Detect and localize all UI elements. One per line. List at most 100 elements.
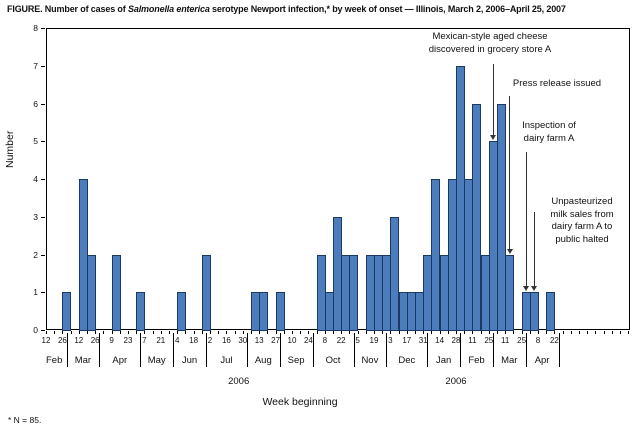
bar-week-apr-15-2007: [546, 292, 556, 331]
month-label: Feb: [468, 355, 485, 366]
x-axis-tick-label: 22: [336, 336, 346, 345]
x-axis-tick: [505, 331, 507, 334]
x-axis-tick: [283, 331, 285, 334]
footnote-n-total: * N = 85.: [8, 415, 42, 425]
x-axis-tick: [234, 331, 236, 334]
x-axis-tick: [103, 331, 105, 334]
x-axis-tick-label: 11: [501, 336, 510, 345]
x-axis-tick: [144, 331, 146, 334]
month-separator: [525, 333, 527, 367]
x-axis-tick-label: 22: [549, 336, 559, 345]
annotation-arrow-head: [506, 248, 513, 254]
x-axis-tick: [521, 331, 523, 334]
x-axis-tick: [177, 331, 179, 334]
x-axis-tick-label: 9: [109, 336, 114, 345]
x-axis-tick: [628, 331, 630, 334]
x-axis-tick: [87, 331, 88, 334]
x-axis-tick-label: 23: [123, 336, 133, 345]
month-label: Jan: [436, 355, 452, 366]
x-axis-tick-label: 11: [468, 336, 477, 345]
x-axis-tick-label: 14: [435, 336, 445, 345]
month-label: Jul: [220, 355, 233, 366]
month-separator: [312, 333, 314, 367]
month-separator: [353, 333, 355, 367]
month-separator: [279, 333, 281, 367]
month-separator: [173, 333, 175, 367]
x-axis-tick-label: 10: [287, 336, 297, 345]
bar-week-apr-9-2006: [111, 254, 121, 331]
annotation-arrow-head: [523, 286, 530, 292]
x-axis-tick-label: 2: [207, 336, 213, 345]
x-axis-tick-label: 21: [156, 336, 166, 345]
y-axis-tick-label: 8: [33, 23, 38, 33]
x-axis-tick: [324, 331, 326, 334]
x-axis-tick: [423, 331, 425, 334]
month-separator: [427, 333, 429, 367]
y-axis-tick: [41, 254, 45, 256]
x-axis-tick: [185, 331, 187, 334]
x-axis-tick-label: 12: [41, 336, 51, 345]
month-separator: [205, 333, 207, 367]
x-axis-tick: [497, 331, 498, 334]
x-axis-tick: [570, 331, 572, 334]
x-axis-tick-label: 8: [322, 336, 328, 345]
x-axis-tick: [226, 331, 228, 334]
annotation-arrow-line: [525, 152, 527, 287]
annotation-text-line: dairy farm A to: [551, 221, 613, 232]
x-axis-tick-label: 13: [254, 336, 264, 345]
x-axis-tick: [382, 331, 384, 334]
bar-week-apr-30-2006: [136, 292, 146, 331]
x-axis-tick: [275, 331, 277, 334]
month-label: Apr: [534, 355, 550, 366]
x-axis-tick: [242, 331, 244, 334]
x-axis-tick: [538, 331, 539, 334]
month-separator: [66, 333, 68, 367]
x-axis-tick: [472, 331, 474, 334]
annotation-text-line: dairy farm A: [523, 132, 575, 144]
x-axis-tick: [111, 331, 113, 334]
annotation-text-line: discovered in grocery store A: [428, 43, 552, 55]
x-axis-tick: [480, 331, 482, 334]
y-axis-tick-label: 6: [33, 98, 38, 109]
x-axis-tick: [513, 331, 515, 334]
x-axis-tick-label: 28: [451, 336, 461, 345]
bar-week-mar-4-2007: [497, 103, 506, 331]
x-axis-tick-label: 5: [355, 336, 360, 345]
y-axis-tick-label: 0: [33, 325, 38, 335]
x-axis-tick: [447, 331, 449, 334]
x-axis-tick: [349, 331, 351, 334]
figure-title-prefix: FIGURE. Number of cases of: [7, 4, 128, 14]
x-axis-tick: [292, 331, 293, 334]
bar-week-jun-4-2006: [177, 292, 187, 331]
x-axis-tick: [439, 331, 441, 334]
x-axis-tick: [488, 331, 490, 334]
x-axis-tick-label: 31: [418, 336, 428, 345]
y-axis-tick-label: 2: [33, 249, 38, 260]
x-axis-tick: [562, 331, 564, 334]
x-axis-tick: [365, 331, 367, 334]
x-axis-tick: [554, 331, 556, 334]
month-label: Nov: [361, 355, 379, 366]
month-separator: [460, 333, 462, 367]
x-axis-tick: [341, 331, 343, 334]
bar-week-oct-29-2006: [349, 254, 359, 331]
month-label: Mar: [74, 355, 92, 366]
annotation-text-line: public halted: [555, 233, 609, 245]
bar-week-mar-11-2007: [505, 254, 515, 331]
x-axis-tick: [193, 331, 195, 334]
x-axis-tick: [218, 331, 220, 334]
y-axis-tick: [41, 179, 45, 180]
x-axis-tick: [620, 331, 621, 334]
annotation-text: Mexican-style aged cheese discovered in g…: [340, 31, 640, 56]
x-axis-tick-label: 19: [369, 336, 379, 345]
x-axis-tick-label: 17: [402, 336, 412, 345]
x-axis-tick: [78, 331, 80, 334]
x-axis-tick: [136, 331, 138, 334]
x-axis-tick: [267, 331, 269, 334]
x-axis-tick-label: 25: [517, 336, 527, 345]
y-axis-tick: [41, 141, 45, 143]
x-axis-tick-label: 18: [189, 336, 199, 345]
x-axis-tick-label: 30: [238, 336, 248, 345]
x-axis-tick: [201, 331, 203, 334]
annotation-arrow-line: [533, 212, 535, 287]
